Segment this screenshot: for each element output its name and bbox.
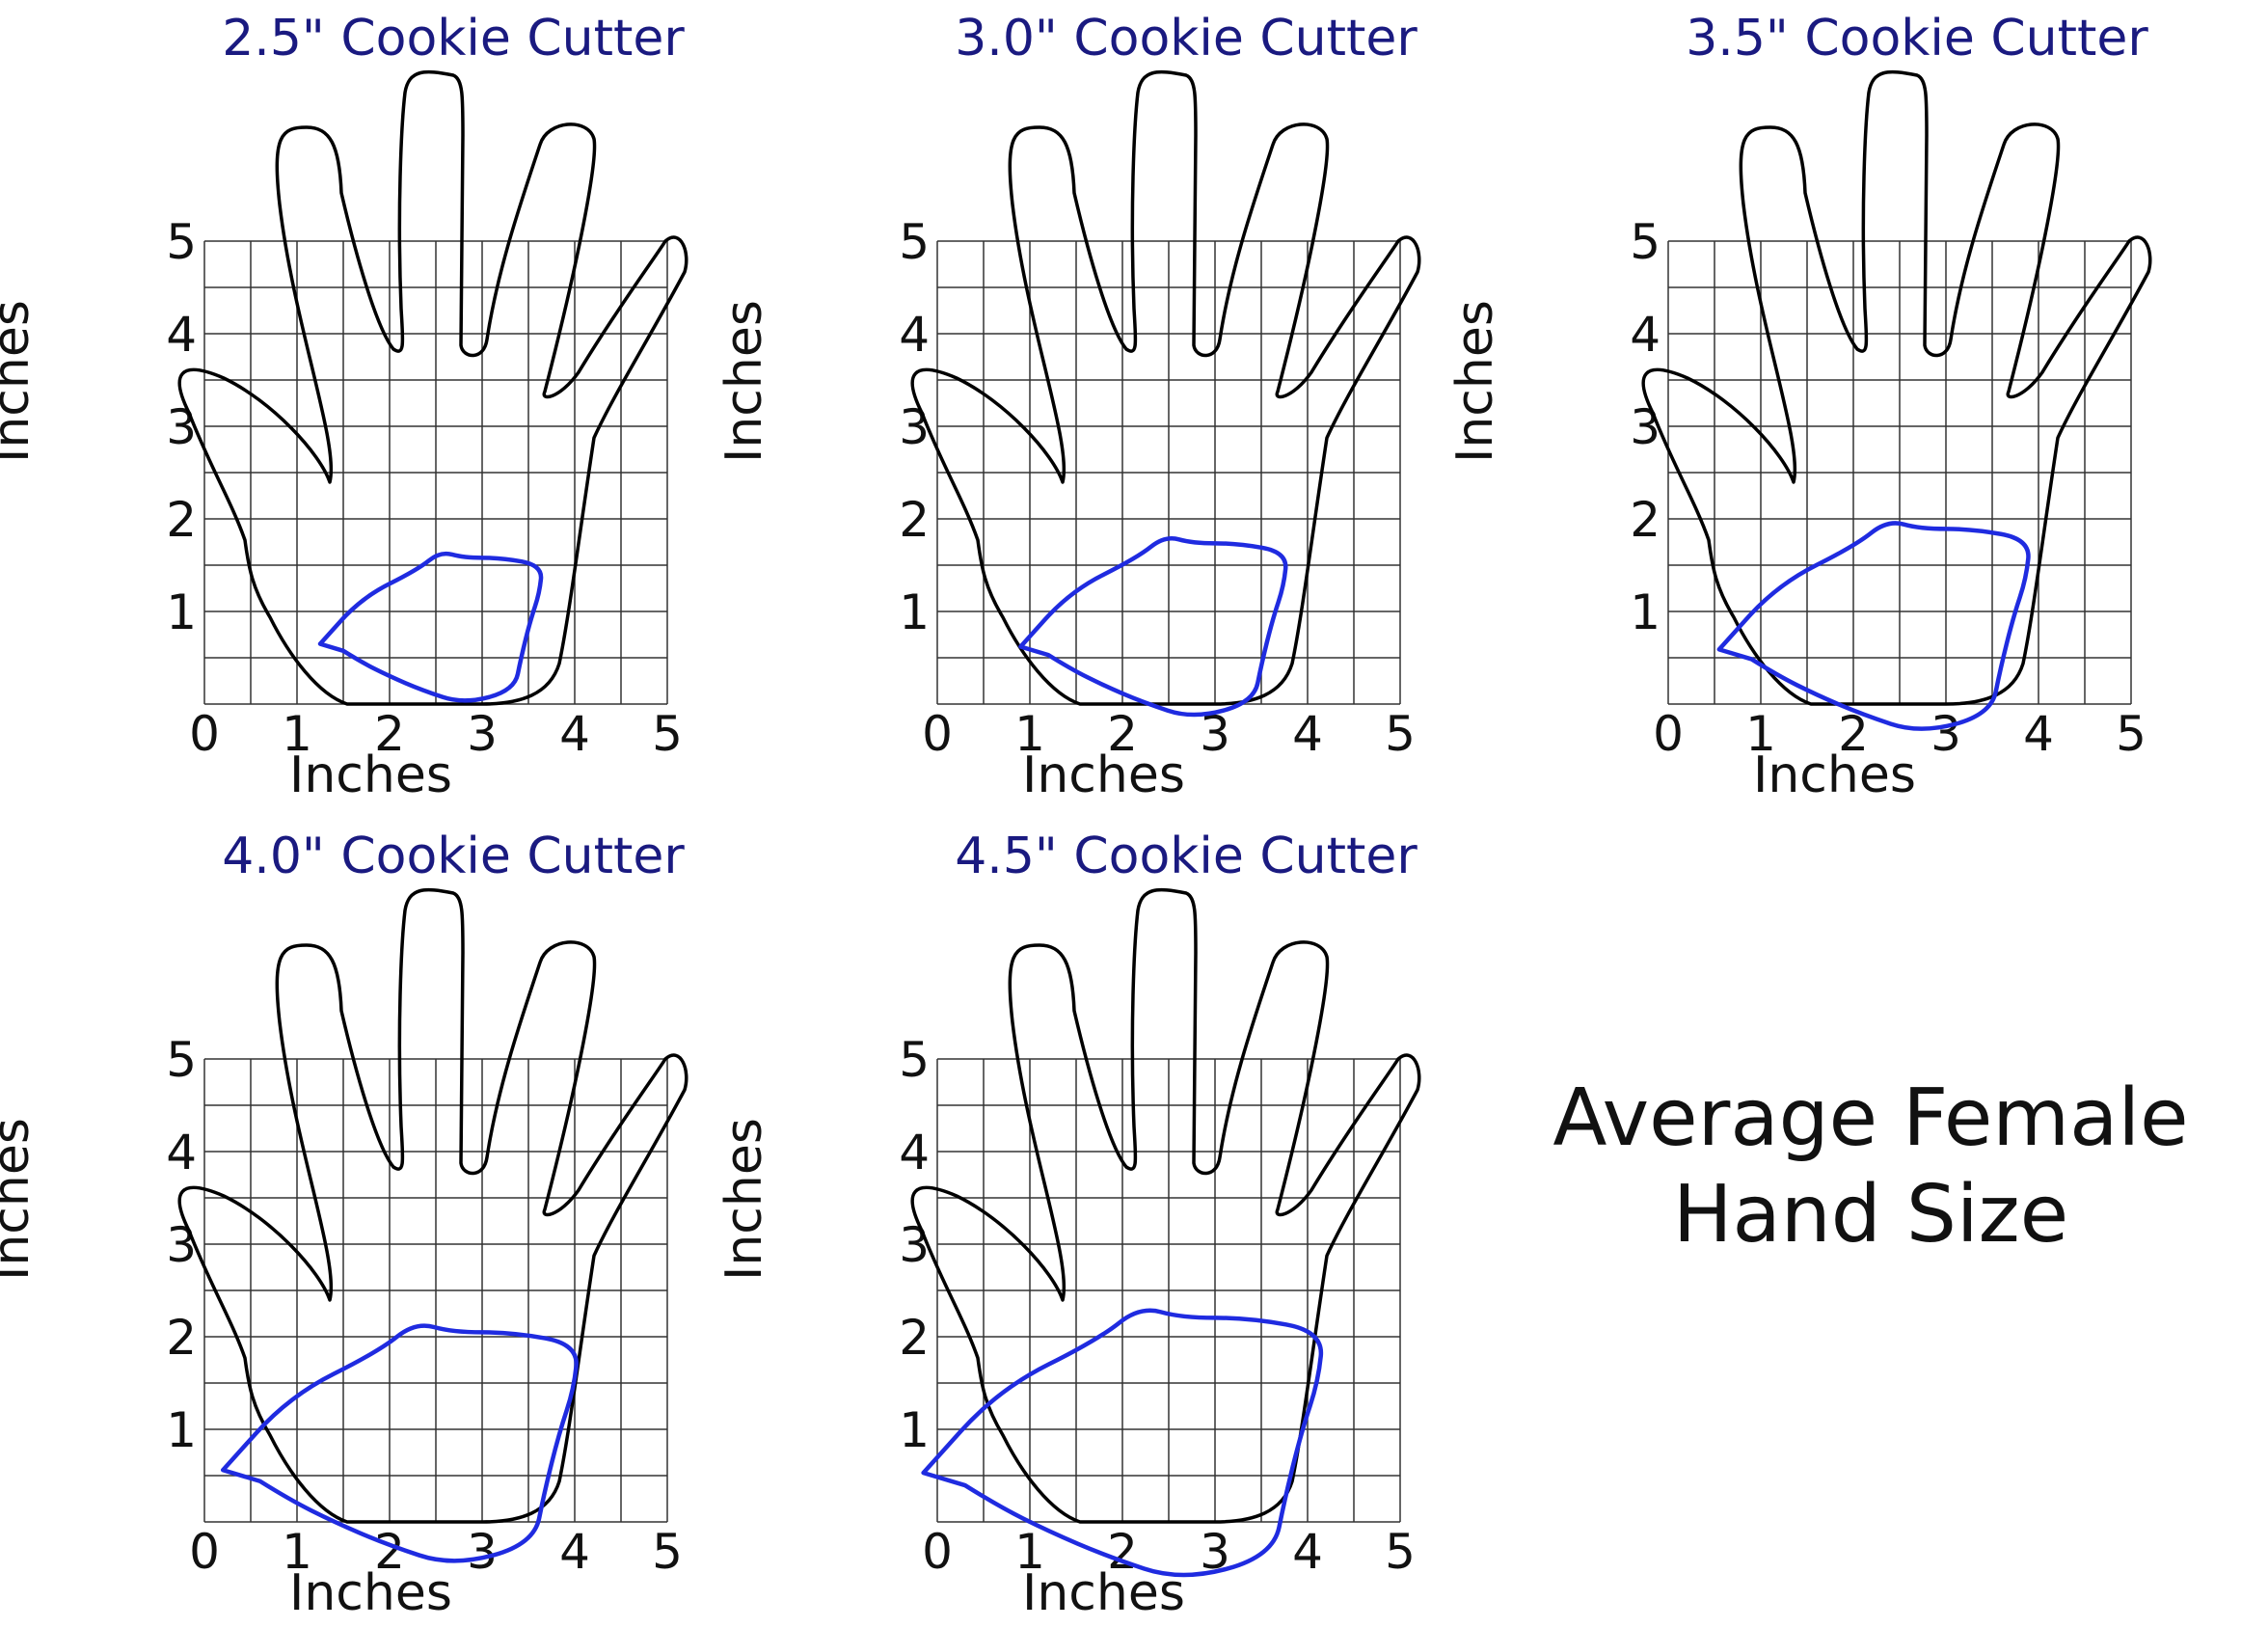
panel-title: 2.5" Cookie Cutter bbox=[222, 10, 685, 68]
caption-line-1: Average Female bbox=[1552, 1072, 2189, 1164]
x-tick-label: 2 bbox=[374, 1524, 405, 1580]
x-tick-label: 0 bbox=[189, 1524, 220, 1580]
y-tick-label: 1 bbox=[166, 1402, 197, 1458]
x-tick-label: 3 bbox=[467, 706, 498, 762]
y-tick-label: 4 bbox=[166, 1125, 197, 1180]
y-tick-label: 1 bbox=[899, 1402, 930, 1458]
x-tick-label: 2 bbox=[1107, 1524, 1138, 1580]
hand-diagram: 0 1 2 3 4 5 1 2 3 4 5 bbox=[166, 69, 688, 762]
y-tick-label: 5 bbox=[166, 1032, 197, 1088]
x-tick-label: 1 bbox=[1745, 706, 1776, 762]
caption-line-2: Hand Size bbox=[1672, 1169, 2069, 1261]
hand-outline bbox=[177, 69, 688, 706]
y-tick-label: 2 bbox=[166, 1310, 197, 1366]
x-tick-label: 1 bbox=[1014, 1524, 1045, 1580]
hand-outline bbox=[910, 69, 1421, 706]
y-tick-label: 1 bbox=[1630, 584, 1660, 640]
panel-title: 3.5" Cookie Cutter bbox=[1686, 10, 2148, 68]
y-tick-label: 5 bbox=[899, 214, 930, 270]
x-tick-label: 4 bbox=[1292, 1524, 1323, 1580]
cookie-cutter-outline bbox=[1716, 521, 2031, 731]
y-tick-label: 5 bbox=[166, 214, 197, 270]
x-tick-label: 5 bbox=[1385, 706, 1416, 762]
y-tick-label: 2 bbox=[899, 492, 930, 548]
x-tick-label: 0 bbox=[922, 706, 953, 762]
cookie-cutter-outline bbox=[317, 551, 544, 703]
x-tick-label: 0 bbox=[1653, 706, 1684, 762]
hand-outline bbox=[177, 887, 688, 1524]
grid bbox=[203, 1058, 668, 1523]
panel-title: 4.5" Cookie Cutter bbox=[955, 828, 1418, 885]
hand-outline bbox=[1641, 69, 2152, 706]
x-axis-label: Inches bbox=[289, 746, 452, 804]
x-tick-label: 5 bbox=[2116, 706, 2146, 762]
y-tick-label: 3 bbox=[899, 1217, 930, 1273]
x-axis-label: Inches bbox=[1753, 746, 1916, 804]
y-axis-label: Inches bbox=[716, 300, 773, 463]
y-tick-label: 5 bbox=[899, 1032, 930, 1088]
x-tick-label: 4 bbox=[2023, 706, 2054, 762]
y-tick-label: 3 bbox=[1630, 399, 1660, 455]
x-axis-label: Inches bbox=[1022, 746, 1185, 804]
grid bbox=[203, 240, 668, 705]
hand-panel-1: 0 1 2 3 4 5 1 2 3 4 5 2.5" Cookie Cutter Inches In… bbox=[0, 0, 733, 810]
y-tick-label: 3 bbox=[166, 399, 197, 455]
panel-title: 3.0" Cookie Cutter bbox=[955, 10, 1418, 68]
y-tick-label: 3 bbox=[166, 1217, 197, 1273]
x-tick-label: 5 bbox=[652, 1524, 683, 1580]
x-tick-label: 0 bbox=[189, 706, 220, 762]
y-tick-label: 5 bbox=[1630, 214, 1660, 270]
grid bbox=[1667, 240, 2132, 705]
x-tick-label: 1 bbox=[282, 706, 312, 762]
x-tick-label: 4 bbox=[559, 1524, 590, 1580]
y-tick-label: 1 bbox=[899, 584, 930, 640]
y-tick-label: 1 bbox=[166, 584, 197, 640]
x-tick-label: 1 bbox=[282, 1524, 312, 1580]
x-tick-label: 3 bbox=[1930, 706, 1961, 762]
y-tick-label: 2 bbox=[166, 492, 197, 548]
x-tick-label: 1 bbox=[1014, 706, 1045, 762]
y-tick-label: 2 bbox=[1630, 492, 1660, 548]
panel-title: 4.0" Cookie Cutter bbox=[222, 828, 685, 885]
y-axis-label: Inches bbox=[1446, 300, 1504, 463]
cookie-cutter-outline bbox=[220, 1323, 579, 1563]
hand-panel-4: 0 1 2 3 4 5 1 2 3 4 5 4.0" Cookie Cutter Inches In… bbox=[0, 818, 733, 1628]
x-tick-label: 5 bbox=[652, 706, 683, 762]
y-tick-label: 4 bbox=[899, 1125, 930, 1180]
x-tick-label: 5 bbox=[1385, 1524, 1416, 1580]
y-axis-label: Inches bbox=[0, 300, 40, 463]
x-tick-label: 2 bbox=[374, 706, 405, 762]
x-tick-label: 4 bbox=[559, 706, 590, 762]
cookie-cutter-outline bbox=[921, 1308, 1323, 1578]
y-axis-label: Inches bbox=[716, 1118, 773, 1281]
caption: Average Female Hand Size bbox=[1504, 1071, 2237, 1263]
grid bbox=[936, 240, 1401, 705]
x-tick-label: 0 bbox=[922, 1524, 953, 1580]
x-tick-label: 4 bbox=[1292, 706, 1323, 762]
cookie-cutter-outline bbox=[1018, 536, 1288, 718]
x-tick-label: 3 bbox=[467, 1524, 498, 1580]
y-axis-label: Inches bbox=[0, 1118, 40, 1281]
x-axis-label: Inches bbox=[1022, 1564, 1185, 1622]
y-tick-label: 4 bbox=[1630, 307, 1660, 363]
y-tick-label: 2 bbox=[899, 1310, 930, 1366]
hand-outline bbox=[910, 887, 1421, 1524]
y-tick-label: 3 bbox=[899, 399, 930, 455]
x-axis-label: Inches bbox=[289, 1564, 452, 1622]
x-tick-label: 2 bbox=[1107, 706, 1138, 762]
y-tick-label: 4 bbox=[899, 307, 930, 363]
grid bbox=[936, 1058, 1401, 1523]
y-tick-label: 4 bbox=[166, 307, 197, 363]
hand-diagram: 0 1 2 3 4 5 1 2 3 4 5 bbox=[166, 887, 688, 1580]
